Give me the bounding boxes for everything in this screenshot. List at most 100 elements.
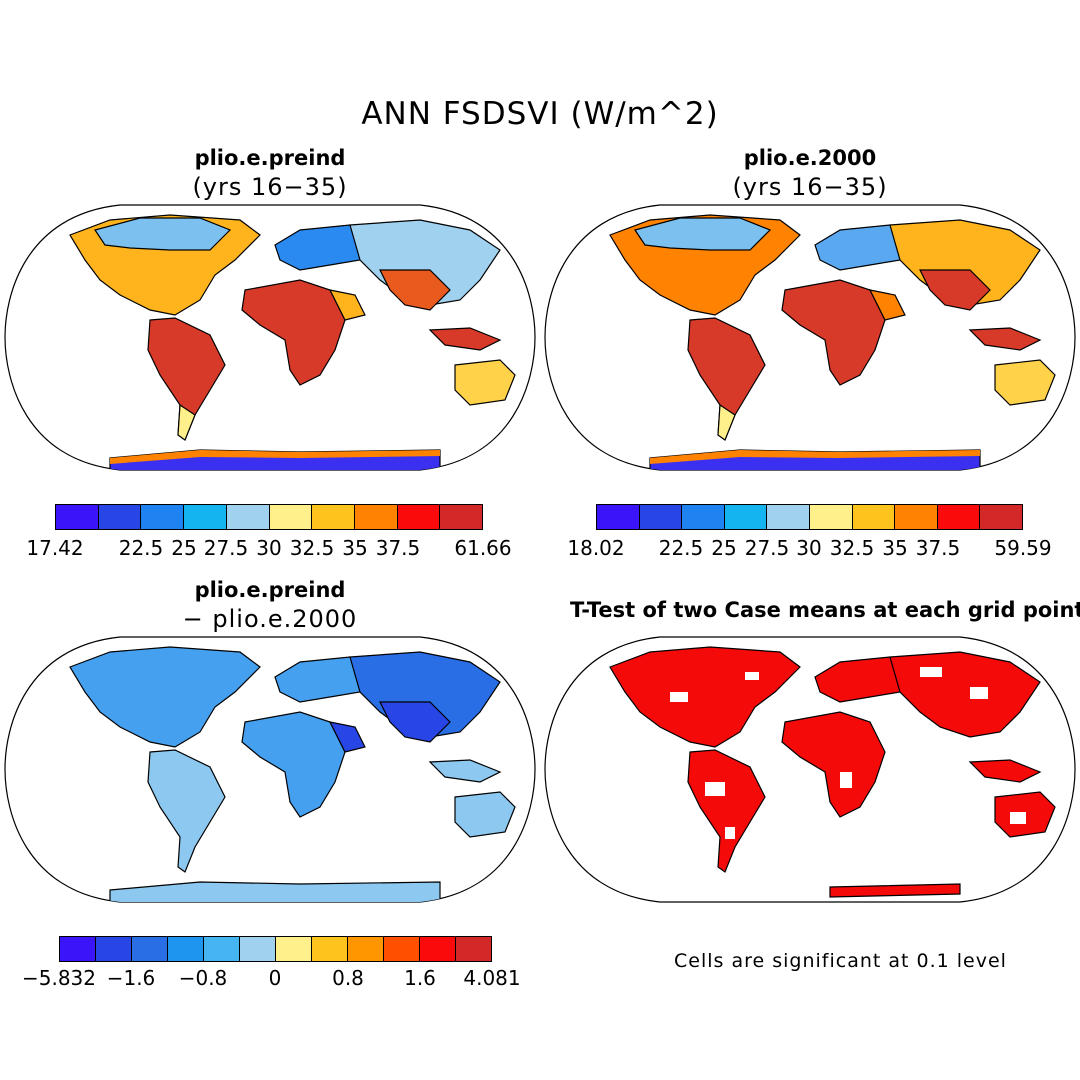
colorbar-swatch — [354, 505, 398, 529]
colorbar-label: 37.5 — [915, 536, 961, 560]
colorbar-label: 18.02 — [567, 536, 625, 560]
panel-subtitle-preind: (yrs 16−35) — [192, 173, 348, 201]
colorbar-label: 30 — [796, 536, 822, 560]
arabia — [868, 289, 906, 321]
colorbar-swatch — [397, 505, 441, 529]
colorbar-swatch — [204, 937, 240, 961]
north-america — [69, 646, 261, 748]
colorbar-label: −0.8 — [178, 966, 228, 990]
colorbar-swatch — [168, 937, 204, 961]
colorbar-swatch — [420, 937, 456, 961]
colorbar-label: 27.5 — [744, 536, 790, 560]
colorbar-swatch — [226, 505, 270, 529]
colorbar-swatch — [639, 505, 683, 529]
indonesia — [968, 759, 1042, 783]
north-america-north — [94, 217, 232, 251]
colorbar-label: 35 — [882, 536, 908, 560]
colorbar-label: 27.5 — [203, 536, 249, 560]
arabia — [328, 721, 366, 753]
figure-title: ANN FSDSVI (W/m^2) — [361, 96, 719, 132]
panel-title-ttest: T-Test of two Case means at each grid po… — [570, 598, 1080, 622]
colorbar-label: 32.5 — [829, 536, 875, 560]
australia — [454, 791, 516, 838]
colorbar-swatch — [240, 937, 276, 961]
indonesia — [428, 327, 502, 351]
colorbar-swatch — [384, 937, 420, 961]
significance-note: Cells are significant at 0.1 level — [674, 950, 1007, 972]
map-preind — [4, 204, 536, 471]
arabia — [328, 289, 366, 321]
insignificant-cells — [670, 667, 1026, 839]
colorbar-swatch — [348, 937, 384, 961]
colorbar-preind — [55, 504, 483, 530]
australia — [454, 359, 516, 406]
colorbar-swatch — [440, 505, 483, 529]
south-america-south — [717, 403, 736, 441]
africa — [781, 711, 886, 818]
colorbar-label: 37.5 — [375, 536, 421, 560]
colorbar-label: 59.59 — [994, 536, 1052, 560]
map-2000 — [544, 204, 1076, 471]
colorbar-label: 22.5 — [658, 536, 704, 560]
colorbar-label: 17.42 — [26, 536, 84, 560]
colorbar-label: 1.6 — [404, 966, 436, 990]
colorbar-swatch — [682, 505, 725, 529]
panel-title-diff: plio.e.preind — [194, 578, 346, 602]
colorbar-label: −1.6 — [106, 966, 156, 990]
antarctica-edge — [110, 450, 440, 464]
panel-title-2000: plio.e.2000 — [743, 146, 877, 170]
antarctica-patch — [829, 883, 961, 898]
colorbar-swatch — [456, 937, 491, 961]
colorbar-label: −5.832 — [21, 966, 97, 990]
africa — [241, 711, 346, 818]
colorbar-label: 0 — [268, 966, 282, 990]
colorbar-2000 — [596, 504, 1023, 530]
colorbar-label: 0.8 — [332, 966, 364, 990]
colorbar-swatch — [98, 505, 142, 529]
colorbar-swatch — [184, 505, 227, 529]
asia-south — [919, 269, 991, 311]
panel-subtitle-diff: − plio.e.2000 — [182, 605, 358, 633]
australia — [994, 359, 1056, 406]
colorbar-difference — [59, 936, 492, 962]
indonesia — [968, 327, 1042, 351]
colorbar-swatch — [276, 937, 312, 961]
panel-title-preind: plio.e.preind — [194, 146, 346, 170]
antarctica-edge — [650, 450, 980, 464]
colorbar-swatch — [141, 505, 185, 529]
colorbar-swatch — [312, 937, 348, 961]
south-america — [687, 749, 766, 873]
colorbar-swatch — [809, 505, 853, 529]
asia-south — [379, 701, 451, 743]
colorbar-swatch — [724, 505, 768, 529]
colorbar-swatch — [767, 505, 810, 529]
africa — [781, 279, 886, 386]
map-difference — [4, 636, 536, 903]
colorbar-label: 30 — [256, 536, 282, 560]
panel-subtitle-2000: (yrs 16−35) — [732, 173, 888, 201]
colorbar-label: 35 — [342, 536, 368, 560]
colorbar-swatch — [852, 505, 896, 529]
colorbar-swatch — [937, 505, 981, 529]
south-america — [147, 749, 226, 873]
colorbar-swatch — [96, 937, 132, 961]
colorbar-swatch — [132, 937, 168, 961]
colorbar-label: 25 — [711, 536, 737, 560]
north-america-north — [634, 217, 772, 251]
map-ttest — [544, 636, 1076, 903]
south-america-south — [177, 403, 196, 441]
colorbar-swatch — [895, 505, 938, 529]
colorbar-swatch — [269, 505, 313, 529]
colorbar-label: 22.5 — [118, 536, 164, 560]
colorbar-label: 25 — [171, 536, 197, 560]
colorbar-swatch — [312, 505, 355, 529]
colorbar-label: 4.081 — [463, 966, 521, 990]
asia-south — [379, 269, 451, 311]
colorbar-swatch — [980, 505, 1022, 529]
colorbar-swatch — [597, 505, 640, 529]
colorbar-label: 61.66 — [454, 536, 512, 560]
indonesia — [428, 759, 502, 783]
colorbar-swatch — [56, 505, 99, 529]
antarctica — [109, 881, 441, 902]
colorbar-label: 32.5 — [289, 536, 335, 560]
